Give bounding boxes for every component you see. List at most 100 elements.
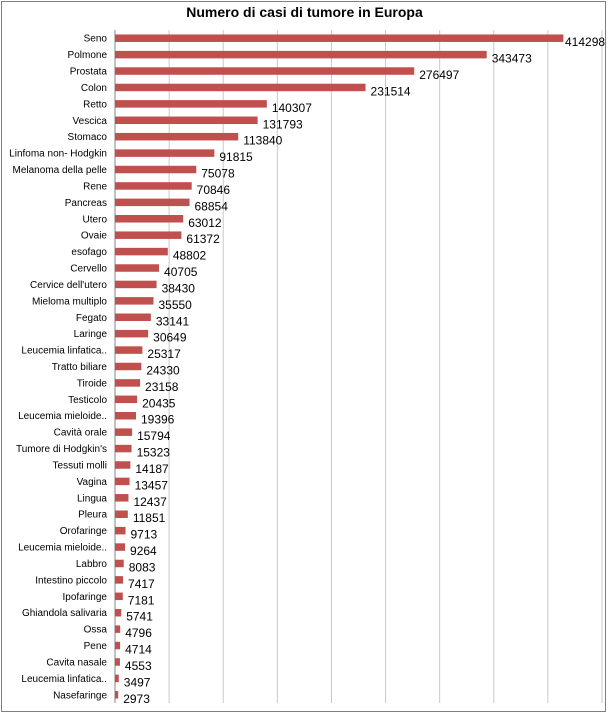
value-label: 9713 xyxy=(131,528,158,542)
category-label: Stomaco xyxy=(68,132,108,143)
bar xyxy=(115,395,138,404)
value-label: 68854 xyxy=(195,199,229,213)
category-label: Tiroide xyxy=(77,378,108,389)
category-label: Nasefaringe xyxy=(53,690,107,701)
category-label: Polmone xyxy=(68,50,108,61)
bar xyxy=(115,691,119,699)
value-label: 15794 xyxy=(137,429,171,443)
value-label: 113840 xyxy=(243,134,282,148)
value-label: 25317 xyxy=(147,347,181,361)
value-label: 4796 xyxy=(125,626,152,640)
bar xyxy=(115,165,197,174)
value-label: 3497 xyxy=(124,675,151,689)
bars xyxy=(115,34,564,699)
bar xyxy=(115,543,126,551)
category-label: Labbro xyxy=(76,559,108,570)
value-label: 30649 xyxy=(153,331,187,345)
bar xyxy=(115,50,487,59)
bar xyxy=(115,362,142,371)
bar xyxy=(115,100,267,108)
bar xyxy=(115,658,120,666)
category-label: Retto xyxy=(83,99,107,110)
bar xyxy=(115,198,190,207)
bar xyxy=(115,461,131,469)
bar xyxy=(115,313,151,322)
value-label: 4553 xyxy=(125,659,152,673)
bar xyxy=(115,132,239,141)
bar xyxy=(115,247,168,256)
value-label: 11851 xyxy=(133,511,166,525)
value-label: 63012 xyxy=(188,216,222,230)
value-label: 140307 xyxy=(272,101,312,115)
value-labels: 414298 343473 276497 231514 140307 131793 1138… xyxy=(123,35,605,706)
value-label: 61372 xyxy=(186,232,220,246)
bar xyxy=(115,592,123,601)
value-label: 5741 xyxy=(126,610,153,624)
category-label: Lingua xyxy=(77,493,107,504)
category-label: Orofaringe xyxy=(60,526,108,537)
value-label: 4714 xyxy=(125,643,152,657)
bar xyxy=(115,83,366,92)
category-labels: Seno Polmone Prostata Colon Retto Vescica Stom… xyxy=(9,34,107,702)
category-label: Melanoma della pelle xyxy=(12,165,107,176)
value-label: 13457 xyxy=(135,478,169,492)
value-label: 2973 xyxy=(123,692,150,706)
bar xyxy=(115,411,136,420)
category-label: Leucemia mieloide.. xyxy=(18,543,107,554)
value-label: 15323 xyxy=(137,446,171,460)
bar xyxy=(115,379,141,387)
category-label: Testicolo xyxy=(68,395,107,406)
category-label: Seno xyxy=(84,34,108,45)
category-label: Tessuti molli xyxy=(53,460,107,471)
category-label: Pleura xyxy=(78,510,107,521)
value-label: 276497 xyxy=(419,68,459,82)
category-label: Leucemia linfatica.. xyxy=(21,674,107,685)
value-label: 23158 xyxy=(145,380,179,394)
value-label: 414298 xyxy=(565,35,605,49)
category-label: esofago xyxy=(71,247,107,258)
value-label: 14187 xyxy=(135,462,169,476)
category-label: Tumore di Hodgkin's xyxy=(16,444,107,455)
bar xyxy=(115,264,160,272)
value-label: 75078 xyxy=(201,167,235,181)
value-label: 20435 xyxy=(142,396,176,410)
category-label: Utero xyxy=(83,214,108,225)
category-label: Tratto biliare xyxy=(52,362,108,373)
category-label: Prostata xyxy=(70,67,108,78)
category-label: Fegato xyxy=(76,313,108,324)
bar xyxy=(115,182,192,190)
bar xyxy=(115,116,258,125)
value-label: 343473 xyxy=(492,52,532,66)
value-label: 9264 xyxy=(130,544,157,558)
category-label: Mieloma multiplo xyxy=(32,296,107,307)
value-label: 33141 xyxy=(156,314,190,328)
bar xyxy=(115,494,129,502)
bar xyxy=(115,280,157,289)
bar xyxy=(115,559,124,568)
gridlines xyxy=(114,30,603,703)
value-label: 40705 xyxy=(164,265,198,279)
value-label: 19396 xyxy=(141,413,175,427)
bar xyxy=(115,231,182,239)
bar xyxy=(115,576,124,584)
bar xyxy=(115,34,564,42)
value-label: 8083 xyxy=(129,560,156,574)
bar xyxy=(115,625,121,633)
category-label: Cavita nasale xyxy=(46,657,107,668)
category-label: Ovaie xyxy=(81,231,108,242)
category-label: Leucemia linfatica.. xyxy=(21,346,107,357)
bar xyxy=(115,215,184,223)
chart-title: Numero di casi di tumore in Europa xyxy=(186,4,423,20)
value-label: 70846 xyxy=(197,183,231,197)
bar xyxy=(115,526,126,535)
bar xyxy=(115,674,119,683)
bar xyxy=(115,641,121,650)
category-label: Linfoma non- Hodgkin xyxy=(9,149,107,160)
value-label: 7181 xyxy=(128,593,155,607)
bar xyxy=(115,346,143,354)
category-label: Ipofaringe xyxy=(63,592,108,603)
bar xyxy=(115,329,149,338)
bar xyxy=(115,67,415,75)
